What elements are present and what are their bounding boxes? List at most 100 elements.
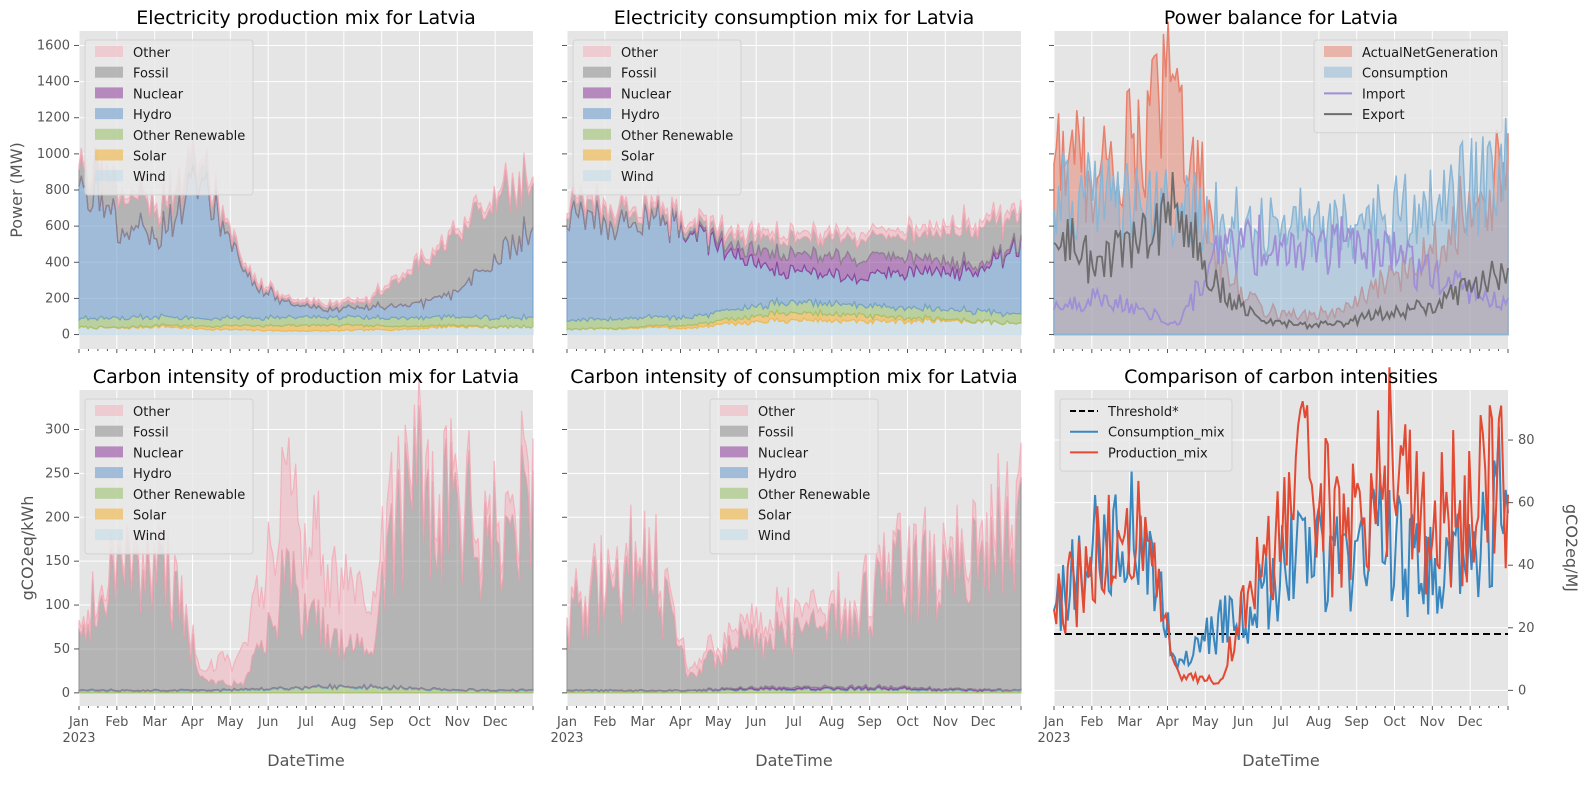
legend-label: Other Renewable: [621, 129, 733, 144]
x-tick-label: Sep: [857, 715, 882, 730]
legend-box: [84, 39, 254, 196]
legend-swatch: [95, 487, 123, 499]
legend-label: Solar: [621, 150, 655, 165]
legend-box: [84, 398, 254, 555]
y-tick-label: 250: [45, 466, 70, 481]
series-group: [1053, 21, 1509, 336]
legend-label: Import: [1362, 87, 1405, 102]
panel-5: Carbon intensity of consumption mix for …: [550, 366, 1022, 770]
legend-swatch: [720, 425, 748, 437]
x-axis-label: DateTime: [267, 751, 344, 770]
legend-label: Wind: [758, 529, 791, 544]
legend-label: Fossil: [758, 426, 794, 441]
chart-title: Electricity production mix for Latvia: [136, 7, 476, 29]
legend-swatch: [95, 508, 123, 520]
y-tick-label: 150: [45, 554, 70, 569]
legend-label: Other Renewable: [758, 488, 870, 503]
legend-label: Other: [758, 405, 796, 420]
x-tick-label: Apr: [1156, 715, 1179, 730]
x-tick-label: Dec: [1458, 715, 1483, 730]
x-tick-label: Oct: [1383, 715, 1405, 730]
y-tick-label: 80: [1518, 433, 1535, 448]
legend-label: Wind: [133, 529, 166, 544]
legend-swatch: [95, 467, 123, 479]
legend-swatch: [583, 87, 611, 99]
legend-swatch: [720, 467, 748, 479]
x-axis-label: DateTime: [755, 751, 832, 770]
legend-label: Other Renewable: [133, 488, 245, 503]
legend-swatch: [95, 66, 123, 78]
legend-swatch: [720, 529, 748, 541]
legend-label: Other: [133, 46, 171, 61]
x-tick-label: Feb: [105, 715, 128, 730]
legend-label: Hydro: [758, 467, 797, 482]
legend-box: [709, 398, 879, 555]
legend: Threshold* Consumption_mix Production_mix: [1059, 398, 1233, 472]
y-tick-label: 40: [1518, 558, 1535, 573]
y-tick-label: 400: [45, 255, 70, 270]
chart-title: Carbon intensity of production mix for L…: [93, 366, 519, 388]
legend-box: [1313, 39, 1503, 134]
x-tick-label: Feb: [1080, 715, 1103, 730]
panel-4: Carbon intensity of production mix for L…: [18, 366, 534, 770]
chart-title: Power balance for Latvia: [1164, 7, 1398, 29]
y-axis-label: gCO2eq/kWh: [18, 496, 37, 601]
legend-label: Consumption_mix: [1108, 426, 1225, 441]
x-tick-label: Jun: [745, 715, 766, 730]
legend: Other Fossil Nuclear Hydro Other Renewable So…: [572, 39, 742, 196]
x-tick-label: Dec: [971, 715, 996, 730]
area-other: [78, 136, 534, 310]
panel-1: Electricity production mix for Latvia 0 20…: [7, 7, 534, 353]
legend-swatch: [95, 405, 123, 416]
legend: ActualNetGeneration Consumption Import Expo…: [1313, 39, 1503, 134]
legend-swatch: [95, 87, 123, 99]
y-tick-label: 600: [45, 219, 70, 234]
legend-label: Export: [1362, 108, 1405, 123]
legend-label: Other Renewable: [133, 129, 245, 144]
legend-label: Wind: [133, 170, 166, 185]
y-axis-label: gCO2eq/MJ: [1562, 504, 1581, 592]
legend-label: Solar: [133, 509, 167, 524]
legend-swatch: [95, 425, 123, 437]
x-axis-label: DateTime: [1242, 751, 1319, 770]
legend-box: [572, 39, 742, 196]
chart-title: Electricity consumption mix for Latvia: [614, 7, 975, 29]
series-group: [566, 442, 1022, 694]
x-tick-label: Aug: [1306, 715, 1331, 730]
y-axis-label: Power (MW): [7, 142, 26, 238]
legend-label: Production_mix: [1108, 446, 1208, 461]
legend-label: Nuclear: [621, 87, 672, 102]
x-tick-label: Jun: [1232, 715, 1253, 730]
y-tick-label: 0: [62, 328, 70, 343]
x-tick-label: Sep: [1344, 715, 1369, 730]
legend-label: Wind: [621, 170, 654, 185]
series-group: [566, 182, 1022, 336]
x-tick-label: Jan: [1043, 715, 1064, 730]
legend-label: Other: [133, 405, 171, 420]
y-tick-label: 100: [45, 598, 70, 613]
x-tick-label: Jun: [257, 715, 278, 730]
area-consumption: [1053, 117, 1509, 336]
legend-swatch: [720, 405, 748, 416]
legend-label: Nuclear: [758, 446, 809, 461]
legend: Other Fossil Nuclear Hydro Other Renewable So…: [84, 39, 254, 196]
x-tick-label: May: [217, 715, 244, 730]
legend-box: [1059, 398, 1233, 472]
x-tick-label: Jan: [556, 715, 577, 730]
x-tick-label: Nov: [933, 715, 959, 730]
legend-swatch: [95, 529, 123, 541]
x-tick-label: Mar: [142, 715, 167, 730]
series-group: [78, 378, 534, 694]
legend-label: Fossil: [133, 426, 169, 441]
legend-swatch: [95, 128, 123, 140]
x-tick-label: Mar: [1117, 715, 1142, 730]
legend: Other Fossil Nuclear Hydro Other Renewable So…: [84, 398, 254, 555]
panel-2: Electricity consumption mix for Latvia Ot…: [562, 7, 1022, 353]
legend-swatch: [95, 46, 123, 57]
legend-label: Fossil: [133, 67, 169, 82]
x-tick-label: Aug: [331, 715, 356, 730]
legend-swatch: [720, 487, 748, 499]
x-tick-label: Feb: [593, 715, 616, 730]
legend-label: Solar: [133, 150, 167, 165]
